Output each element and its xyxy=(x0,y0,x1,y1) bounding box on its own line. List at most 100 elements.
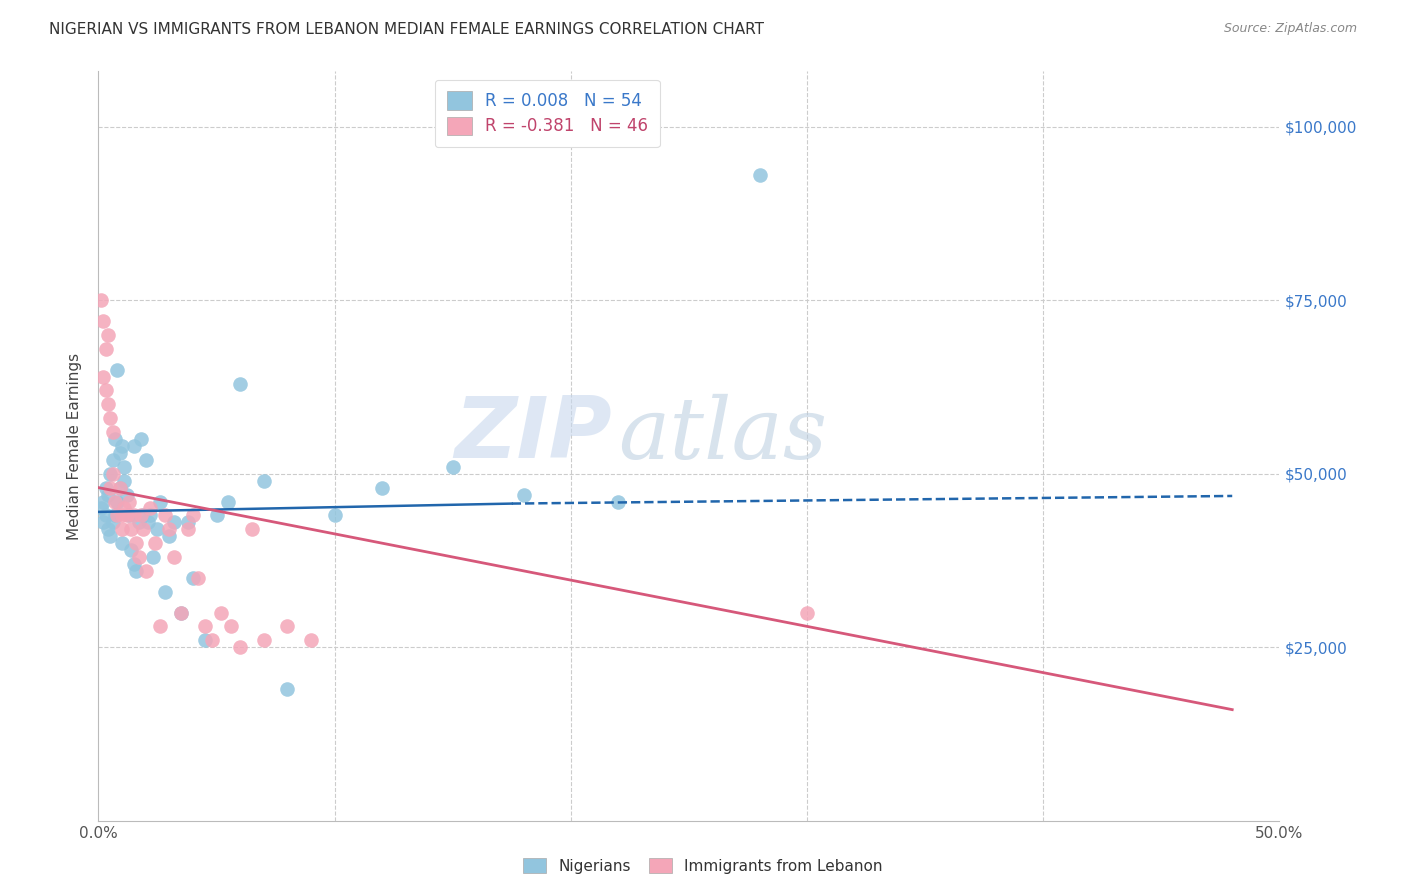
Point xyxy=(111,439,134,453)
Point xyxy=(104,494,127,508)
Legend: Nigerians, Immigrants from Lebanon: Nigerians, Immigrants from Lebanon xyxy=(517,852,889,880)
Point xyxy=(153,584,176,599)
Point xyxy=(219,619,242,633)
Point xyxy=(121,543,143,558)
Point xyxy=(101,467,124,481)
Point xyxy=(129,432,152,446)
Text: ZIP: ZIP xyxy=(454,393,612,476)
Point xyxy=(112,459,135,474)
Point xyxy=(194,633,217,648)
Legend: R = 0.008   N = 54, R = -0.381   N = 46: R = 0.008 N = 54, R = -0.381 N = 46 xyxy=(434,79,659,147)
Point xyxy=(142,549,165,564)
Point xyxy=(91,494,114,508)
Point xyxy=(136,516,159,530)
Point xyxy=(153,508,176,523)
Point xyxy=(97,487,120,501)
Point xyxy=(90,501,112,516)
Point xyxy=(512,487,534,501)
Point xyxy=(194,619,217,633)
Point xyxy=(122,508,145,523)
Point xyxy=(607,494,630,508)
Point xyxy=(108,481,131,495)
Point xyxy=(104,508,127,523)
Point xyxy=(94,384,117,398)
Point xyxy=(181,508,204,523)
Point xyxy=(91,516,114,530)
Point xyxy=(101,453,124,467)
Point xyxy=(139,508,162,523)
Point xyxy=(187,571,209,585)
Point xyxy=(128,516,150,530)
Point xyxy=(108,481,131,495)
Point xyxy=(163,516,186,530)
Point xyxy=(149,494,172,508)
Point xyxy=(118,494,141,508)
Y-axis label: Median Female Earnings: Median Female Earnings xyxy=(67,352,83,540)
Point xyxy=(177,522,200,536)
Point xyxy=(112,474,135,488)
Point xyxy=(149,619,172,633)
Point xyxy=(94,481,117,495)
Point xyxy=(111,536,134,550)
Point xyxy=(98,481,121,495)
Point xyxy=(132,508,155,523)
Point xyxy=(181,571,204,585)
Text: atlas: atlas xyxy=(619,393,827,476)
Point xyxy=(201,633,224,648)
Point xyxy=(276,619,298,633)
Point xyxy=(229,640,252,655)
Point xyxy=(132,522,155,536)
Point xyxy=(157,522,180,536)
Point xyxy=(163,549,186,564)
Point xyxy=(135,564,157,578)
Point xyxy=(205,508,228,523)
Point xyxy=(441,459,464,474)
Point xyxy=(128,549,150,564)
Point xyxy=(276,681,298,696)
Point xyxy=(122,557,145,571)
Point xyxy=(135,453,157,467)
Text: Source: ZipAtlas.com: Source: ZipAtlas.com xyxy=(1223,22,1357,36)
Point xyxy=(146,522,169,536)
Point xyxy=(94,508,117,523)
Point xyxy=(253,474,276,488)
Point xyxy=(125,564,148,578)
Point xyxy=(115,487,138,501)
Point xyxy=(98,529,121,543)
Point xyxy=(796,606,818,620)
Point xyxy=(170,606,193,620)
Point xyxy=(101,425,124,439)
Point xyxy=(122,439,145,453)
Point xyxy=(112,501,135,516)
Point xyxy=(101,516,124,530)
Point xyxy=(125,536,148,550)
Point xyxy=(177,516,200,530)
Point xyxy=(105,508,128,523)
Point xyxy=(217,494,239,508)
Point xyxy=(111,508,134,523)
Text: NIGERIAN VS IMMIGRANTS FROM LEBANON MEDIAN FEMALE EARNINGS CORRELATION CHART: NIGERIAN VS IMMIGRANTS FROM LEBANON MEDI… xyxy=(49,22,765,37)
Point xyxy=(748,169,770,183)
Point xyxy=(97,397,120,411)
Point xyxy=(323,508,346,523)
Point xyxy=(253,633,276,648)
Point xyxy=(105,494,128,508)
Point xyxy=(143,536,166,550)
Point xyxy=(129,508,152,523)
Point xyxy=(104,432,127,446)
Point xyxy=(118,508,141,523)
Point xyxy=(157,529,180,543)
Point xyxy=(229,376,252,391)
Point xyxy=(97,522,120,536)
Point xyxy=(97,328,120,343)
Point xyxy=(115,508,138,523)
Point xyxy=(139,501,162,516)
Point xyxy=(105,362,128,376)
Point xyxy=(209,606,232,620)
Point xyxy=(170,606,193,620)
Point xyxy=(121,522,143,536)
Point xyxy=(91,369,114,384)
Point xyxy=(90,293,112,308)
Point xyxy=(108,446,131,460)
Point xyxy=(98,411,121,425)
